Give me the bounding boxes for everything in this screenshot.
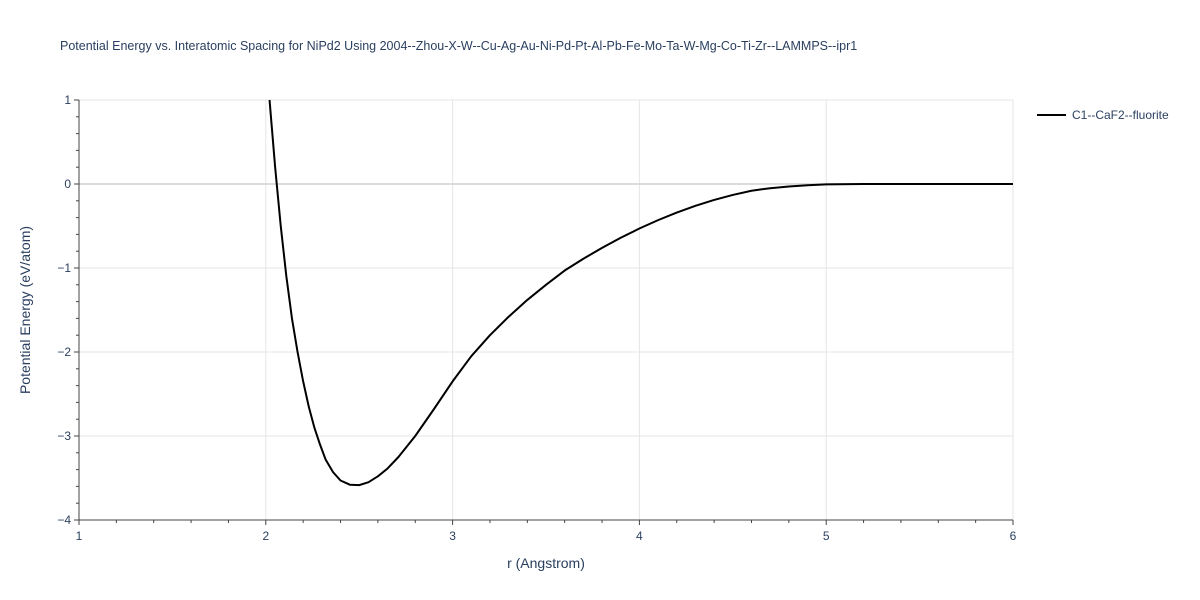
series-line <box>268 99 1013 487</box>
x-tick-label: 5 <box>823 529 830 543</box>
y-tick-label: −2 <box>57 345 71 359</box>
grid <box>79 99 1014 520</box>
x-tick-label: 4 <box>636 529 643 543</box>
series-layer <box>268 99 1013 487</box>
legend-label: C1--CaF2--fluorite <box>1072 108 1169 122</box>
y-tick-label: −4 <box>57 513 71 527</box>
x-tick-label: 2 <box>262 529 269 543</box>
x-axis-title: r (Angstrom) <box>507 555 585 571</box>
legend[interactable]: C1--CaF2--fluorite <box>1037 108 1169 122</box>
y-tick-label: 1 <box>64 93 71 107</box>
x-tick-label: 1 <box>76 529 83 543</box>
x-tick-label: 6 <box>1010 529 1017 543</box>
axes: 1 2 3 4 5 6 1 0 −1 −2 −3 −4 <box>57 93 1016 543</box>
y-tick-label: −3 <box>57 429 71 443</box>
chart-title: Potential Energy vs. Interatomic Spacing… <box>60 39 857 53</box>
y-tick-label: 0 <box>64 177 71 191</box>
y-tick-label: −1 <box>57 261 71 275</box>
x-tick-label: 3 <box>449 529 456 543</box>
y-axis-title: Potential Energy (eV/atom) <box>17 226 33 394</box>
